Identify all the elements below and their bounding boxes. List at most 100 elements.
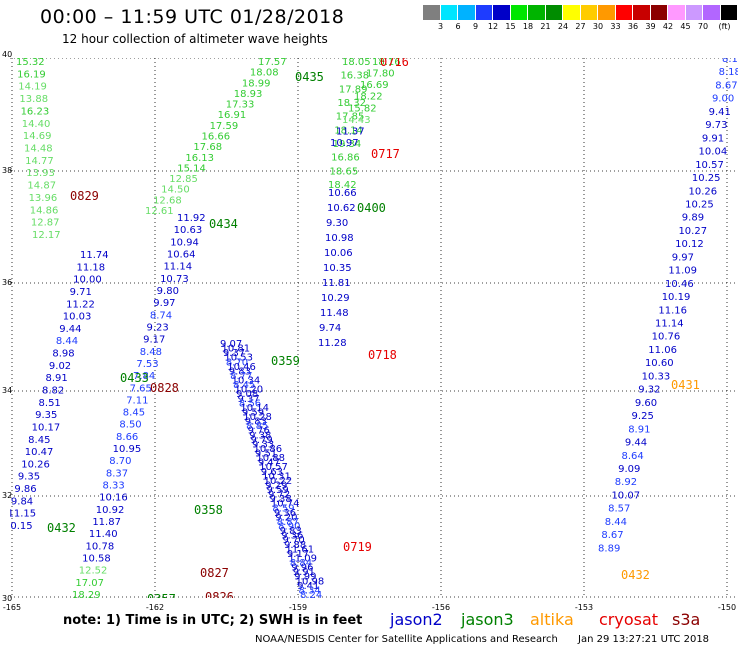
swh-value: 9.33	[252, 439, 274, 450]
swh-value: 9.00	[712, 94, 734, 105]
swh-value: 8.98	[52, 349, 74, 360]
swh-value: 11.09	[288, 553, 317, 564]
color-scale-label: 45	[680, 22, 691, 31]
color-scale-swatch	[580, 5, 598, 20]
pass-time-label: 0719	[343, 540, 372, 554]
swh-value: 16.38	[340, 71, 369, 82]
color-scale-swatch	[493, 5, 511, 20]
swh-value: 9.35	[35, 410, 57, 421]
swh-value: 8.15	[722, 58, 738, 65]
lat-lon-grid	[10, 58, 738, 598]
legend-jason3: jason3	[461, 610, 514, 629]
swh-value: 8.50	[119, 420, 141, 431]
swh-value: 8.37	[106, 468, 128, 479]
swh-value: 9.30	[326, 218, 348, 229]
pass-time-label: 0716	[380, 58, 409, 69]
swh-value: 17.68	[193, 142, 222, 153]
swh-value: 9.09	[618, 464, 640, 475]
swh-value: 9.59	[267, 485, 289, 496]
swh-value: 9.89	[682, 213, 704, 224]
swh-value: 8.87	[277, 517, 299, 528]
swh-value: 9.83	[245, 417, 267, 428]
swh-value: 9.80	[157, 286, 179, 297]
swh-value: 8.45	[233, 380, 255, 391]
swh-value: 9.59	[242, 407, 264, 418]
swh-value: 9.29	[265, 480, 287, 491]
swh-value: 9.41	[709, 107, 731, 118]
swh-value: 10.98	[296, 576, 325, 587]
swh-value: 9.86	[14, 484, 36, 495]
map-title: 00:00 – 11:59 UTC 01/28/2018	[40, 6, 345, 28]
swh-value: 18.99	[242, 78, 271, 89]
swh-value: 10.47	[25, 447, 54, 458]
color-scale-label: 70	[697, 22, 709, 31]
swh-value: 9.76	[248, 426, 270, 437]
swh-value: 9.63	[261, 467, 283, 478]
color-scale-label: 15	[505, 22, 516, 31]
swh-value: 13.88	[19, 94, 48, 105]
color-scale-label: 36	[627, 22, 639, 31]
swh-value: 10.95	[113, 444, 142, 455]
swh-value: 10.66	[328, 188, 357, 199]
color-scale-swatch	[423, 5, 441, 20]
swh-value: 10.28	[243, 412, 272, 423]
swh-value: 10.35	[323, 263, 352, 274]
swh-value: 8.51	[39, 398, 61, 409]
swh-value: 10.19	[662, 292, 691, 303]
color-scale-bar	[423, 5, 738, 20]
units-note: note: 1) Time is in UTC; 2) SWH is in fe…	[63, 613, 363, 628]
swh-value: 10.04	[699, 147, 728, 158]
swh-value: 10.57	[695, 160, 724, 171]
swh-value: 11.22	[66, 299, 95, 310]
swh-value: 19.34	[333, 139, 362, 150]
swh-value: 18.29	[72, 590, 101, 598]
map-subtitle: 12 hour collection of altimeter wave hei…	[62, 32, 328, 46]
swh-value: 11.16	[658, 305, 687, 316]
swh-value: 14.43	[342, 115, 371, 126]
swh-value: 13.93	[26, 168, 55, 179]
swh-value: 9.60	[635, 398, 657, 409]
swh-value: 11.28	[318, 338, 347, 349]
swh-value: 10.33	[642, 371, 671, 382]
swh-value: 12.85	[169, 174, 198, 185]
swh-value: 7.84	[133, 371, 155, 382]
swh-value: 10.31	[262, 471, 291, 482]
color-scale-label: 3	[437, 22, 444, 31]
swh-value: 8.84	[290, 558, 312, 569]
pass-time-labels: 0431 0432 0716 0717 0718 0719 0829 0828 0827 0826…	[47, 58, 700, 598]
swh-value: 10.73	[160, 274, 189, 285]
swh-value: 9.96	[291, 563, 313, 574]
swh-value: 9.44	[625, 438, 647, 449]
swh-value: 9.97	[153, 298, 175, 309]
pass-time-label: 0827	[200, 566, 229, 580]
swh-value: 17.59	[210, 121, 239, 132]
color-scale-swatch	[598, 5, 616, 20]
swh-value: 18.14	[334, 125, 363, 136]
pass-time-label: 0432	[47, 521, 76, 535]
lat-label: 32	[2, 491, 13, 500]
note-legend-row: note: 1) Time is in UTC; 2) SWH is in fe…	[0, 610, 740, 630]
swh-value: 9.91	[702, 133, 724, 144]
swh-value: 11.15	[10, 509, 36, 520]
swh-value: 10.20	[235, 385, 264, 396]
swh-value: 9.99	[294, 572, 316, 583]
swh-value: 10.92	[96, 505, 125, 516]
swh-value: 10.88	[256, 453, 285, 464]
swh-value: 8.91	[628, 424, 650, 435]
swh-value: 16.23	[21, 106, 50, 117]
swh-value: 8.82	[42, 386, 64, 397]
swh-value: 16.86	[331, 153, 360, 164]
swh-value: 10.74	[271, 499, 300, 510]
swh-value: 9.23	[147, 322, 169, 333]
color-scale-label: 30	[592, 22, 604, 31]
pass-time-label: 0829	[70, 189, 99, 203]
swh-value: 18.93	[234, 89, 263, 100]
pass-time-label: 0434	[209, 217, 238, 231]
swh-value: 14.77	[25, 156, 54, 167]
pass-time-label: 0435	[295, 70, 324, 84]
swh-value: 8.33	[102, 481, 124, 492]
swh-value: 8.70	[226, 357, 248, 368]
swh-value: 9.97	[672, 252, 694, 263]
